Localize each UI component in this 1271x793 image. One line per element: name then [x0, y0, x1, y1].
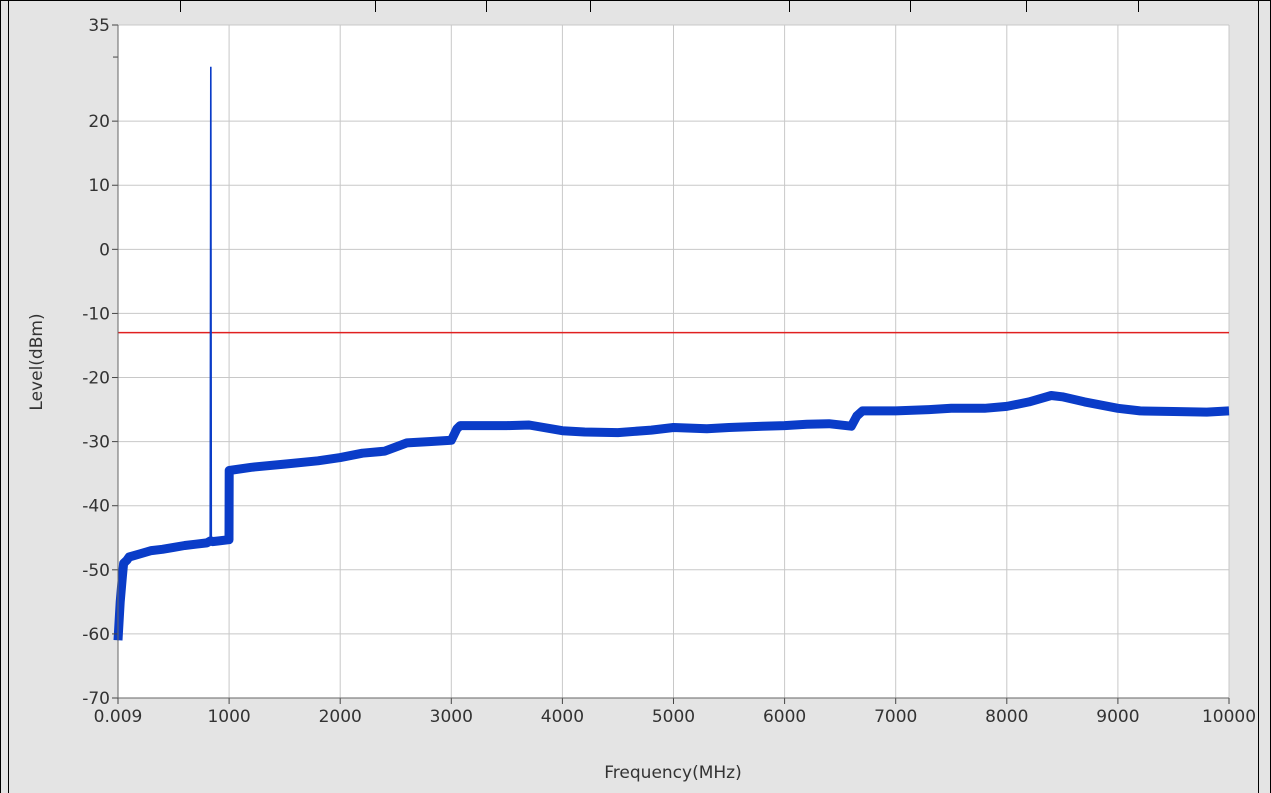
x-tick-label: 0.009 [94, 707, 143, 727]
series-line [117, 66, 1230, 641]
y-tick-label: -40 [82, 497, 110, 517]
header-cell-dividers [180, 0, 1139, 12]
y-tick-label: -60 [82, 625, 110, 645]
x-tick-label: 7000 [874, 707, 917, 727]
x-tick-labels: 0.009 1000 2000 3000 4000 5000 6000 7000 8000 900… [94, 707, 1256, 727]
x-tick-label: 4000 [541, 707, 584, 727]
y-tick-label: -10 [82, 304, 110, 324]
x-tick-label: 1000 [207, 707, 250, 727]
y-tick-label: 0 [99, 240, 110, 260]
x-axis-label: Frequency(MHz) [604, 763, 741, 783]
x-tick-label: 2000 [319, 707, 362, 727]
x-tick-label: 6000 [763, 707, 806, 727]
x-tick-label: 9000 [1096, 707, 1139, 727]
y-tick-label: -30 [82, 433, 110, 453]
trace-group [113, 66, 1230, 641]
x-tick-label: 10000 [1202, 707, 1256, 727]
y-axis-label: Level(dBm) [27, 313, 47, 410]
x-tick-label: 3000 [430, 707, 473, 727]
x-tick-label: 5000 [652, 707, 695, 727]
y-tick-label: 35 [88, 16, 110, 36]
y-tick-labels: 35 20 10 0 -10 -20 -30 -40 -50 -60 -70 [82, 16, 110, 709]
y-tick-label: 10 [88, 176, 110, 196]
y-tick-label: -20 [82, 369, 110, 389]
axes [112, 24, 1230, 704]
x-tick-label: 8000 [985, 707, 1028, 727]
y-tick-label: 20 [88, 112, 110, 132]
y-tick-label: -70 [82, 689, 110, 709]
y-tick-label: -50 [82, 561, 110, 581]
